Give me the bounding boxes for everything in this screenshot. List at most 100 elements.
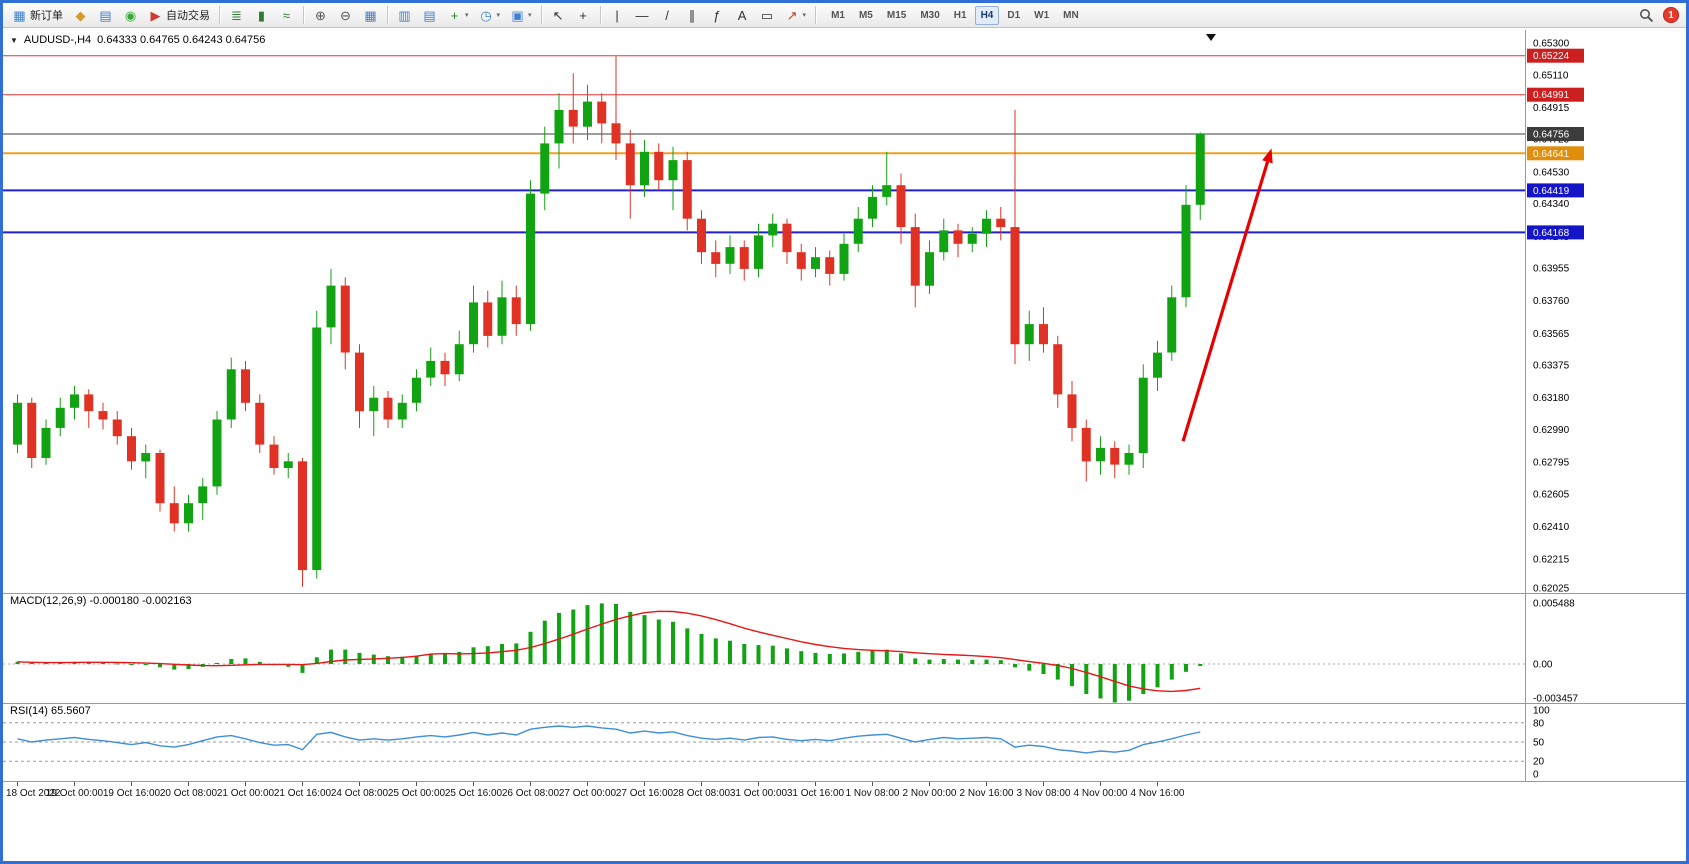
timeframe-d1[interactable]: D1	[1007, 9, 1021, 21]
toolbar-separator	[815, 6, 817, 24]
price-level-lines[interactable]	[3, 55, 1525, 234]
candlestick-chart-icon: ▮	[257, 7, 266, 23]
timeframe-m15[interactable]: M15	[886, 9, 907, 21]
svg-text:0.65300: 0.65300	[1533, 39, 1570, 50]
zoom-in-button[interactable]: ⊕	[309, 5, 332, 25]
toolbar-separator	[387, 6, 388, 24]
svg-text:28 Oct 08:00: 28 Oct 08:00	[673, 788, 731, 799]
chart-ohlc-values: 0.64333 0.64765 0.64243 0.64756	[97, 34, 266, 46]
timeframe-h4[interactable]: H4	[974, 5, 1000, 25]
new-order-button-label: 新订单	[30, 10, 63, 22]
toolbar-buttons: ▦ 新订单 ◆ ▤ ◉ ▶ 自动交易 ≣ ▮ ≈ ⊕ ⊖ ▦ ▥ ▤ + ▾ ◷ ▾ ▣ ▾ ↖ + | — / ∥ ƒ A ▭ ↗ ▾	[7, 5, 811, 25]
chart-window-button[interactable]: ◆	[69, 5, 92, 25]
cursor-button[interactable]: ↖	[547, 5, 570, 25]
tile-windows-button[interactable]: ▦	[359, 5, 382, 25]
svg-text:1 Nov 08:00: 1 Nov 08:00	[846, 788, 900, 799]
svg-text:4 Nov 00:00: 4 Nov 00:00	[1074, 788, 1128, 799]
trendline-icon: /	[665, 7, 669, 23]
periods-button[interactable]: ◷ ▾	[475, 5, 505, 25]
timeframe-m30[interactable]: M30	[920, 9, 940, 21]
zoom-out-icon: ⊖	[340, 7, 351, 23]
refresh-icon: ◉	[124, 7, 137, 23]
vertical-line-icon: |	[615, 7, 619, 23]
refresh-button[interactable]: ◉	[119, 5, 142, 25]
svg-text:0.64756: 0.64756	[1533, 130, 1570, 141]
notification-badge[interactable]: 1	[1663, 7, 1679, 23]
text-label-button[interactable]: ▭	[756, 5, 779, 25]
svg-text:0.64641: 0.64641	[1533, 149, 1570, 160]
templates-button-dropdown-icon[interactable]: ▾	[528, 12, 532, 19]
text-icon: A	[737, 7, 747, 23]
toolbar-separator	[219, 6, 220, 24]
svg-text:2 Nov 00:00: 2 Nov 00:00	[903, 788, 957, 799]
crosshair-button[interactable]: +	[572, 5, 595, 25]
rsi-indicator-label: RSI(14) 65.5607	[10, 705, 91, 717]
periods-button-dropdown-icon[interactable]: ▾	[496, 12, 501, 19]
svg-text:80: 80	[1533, 718, 1545, 729]
line-chart-icon: ≈	[282, 7, 291, 23]
svg-text:100: 100	[1533, 706, 1550, 717]
svg-text:0.63565: 0.63565	[1533, 329, 1570, 340]
svg-text:0.64340: 0.64340	[1533, 199, 1570, 210]
trend-arrow-annotation[interactable]	[1181, 148, 1273, 442]
timeframe-h1[interactable]: H1	[953, 9, 967, 21]
templates-icon: ▣	[511, 7, 524, 23]
new-chart-button[interactable]: + ▾	[443, 5, 473, 25]
tile-windows-icon: ▦	[364, 7, 377, 23]
svg-text:25 Oct 16:00: 25 Oct 16:00	[445, 788, 503, 799]
svg-text:3 Nov 08:00: 3 Nov 08:00	[1017, 788, 1071, 799]
new-order-icon: ▦	[13, 7, 26, 23]
price-level-badges: 0.65224 0.64991 0.64756 0.64641 0.64419 0.641…	[1527, 48, 1584, 240]
svg-text:0.62795: 0.62795	[1533, 458, 1570, 469]
arrows-button-dropdown-icon[interactable]: ▾	[802, 12, 807, 19]
timeframe-m5[interactable]: M5	[858, 9, 873, 21]
arrows-button[interactable]: ↗ ▾	[781, 5, 811, 25]
svg-text:0.64915: 0.64915	[1533, 103, 1570, 114]
svg-text:31 Oct 16:00: 31 Oct 16:00	[787, 788, 845, 799]
candlesticks[interactable]	[13, 56, 1205, 587]
fibonacci-button[interactable]: ƒ	[706, 5, 729, 25]
templates-button[interactable]: ▣ ▾	[506, 5, 536, 25]
bar-chart-icon: ≣	[231, 7, 242, 23]
arrange-vertical-icon: ▥	[398, 7, 411, 23]
svg-text:0.62215: 0.62215	[1533, 555, 1570, 566]
vertical-line-button[interactable]: |	[606, 5, 629, 25]
autotrading-button[interactable]: ▶ 自动交易	[144, 5, 214, 25]
svg-text:0.63180: 0.63180	[1533, 393, 1570, 404]
navigator-button[interactable]: ▤	[94, 5, 117, 25]
equidistant-channel-button[interactable]: ∥	[681, 5, 704, 25]
svg-text:21 Oct 00:00: 21 Oct 00:00	[217, 788, 275, 799]
timeframe-m1[interactable]: M1	[831, 9, 845, 21]
horizontal-line-button[interactable]: —	[631, 5, 654, 25]
price-chart-canvas[interactable]: 0.653000.651100.649150.647250.645300.643…	[3, 30, 1686, 808]
toolbar-separator	[540, 6, 542, 24]
new-order-button[interactable]: ▦ 新订单	[8, 5, 67, 25]
arrange-vertical-button[interactable]: ▥	[393, 5, 416, 25]
svg-text:0.62025: 0.62025	[1533, 584, 1570, 595]
svg-text:26 Oct 08:00: 26 Oct 08:00	[502, 788, 560, 799]
trendline-button[interactable]: /	[656, 5, 679, 25]
line-chart-button[interactable]: ≈	[275, 5, 298, 25]
chart-area[interactable]: ▼ AUDUSD-,H4 0.64333 0.64765 0.64243 0.6…	[3, 28, 1686, 860]
arrange-horizontal-button[interactable]: ▤	[418, 5, 441, 25]
timeframe-mn[interactable]: MN	[1063, 9, 1079, 21]
svg-text:20 Oct 08:00: 20 Oct 08:00	[160, 788, 218, 799]
arrows-icon: ↗	[786, 7, 798, 23]
svg-text:0.64991: 0.64991	[1533, 90, 1570, 101]
navigator-icon: ▤	[99, 7, 112, 23]
svg-text:0.65110: 0.65110	[1533, 70, 1569, 81]
bar-chart-button[interactable]: ≣	[225, 5, 248, 25]
svg-text:0.005488: 0.005488	[1533, 599, 1575, 610]
svg-text:0.62990: 0.62990	[1533, 425, 1570, 436]
one-click-trading-toggle-icon[interactable]: ▼	[10, 35, 18, 45]
svg-text:21 Oct 16:00: 21 Oct 16:00	[274, 788, 332, 799]
text-button[interactable]: A	[731, 5, 754, 25]
chart-shift-marker-icon[interactable]	[1206, 34, 1216, 41]
zoom-out-button[interactable]: ⊖	[334, 5, 357, 25]
timeframe-w1[interactable]: W1	[1034, 9, 1050, 21]
svg-text:0.00: 0.00	[1533, 660, 1553, 671]
new-chart-button-dropdown-icon[interactable]: ▾	[465, 12, 469, 19]
candlestick-chart-button[interactable]: ▮	[250, 5, 273, 25]
search-icon[interactable]	[1639, 8, 1654, 23]
